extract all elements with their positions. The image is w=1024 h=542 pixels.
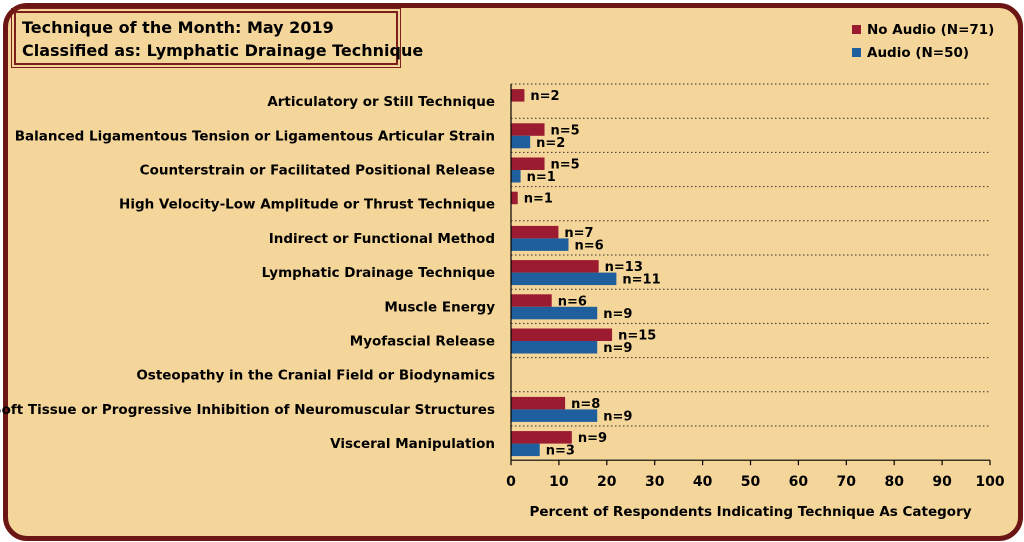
bar-no-audio bbox=[511, 89, 525, 102]
bar-audio bbox=[511, 341, 598, 354]
x-tick-label: 80 bbox=[884, 474, 904, 490]
category-label: High Velocity-Low Amplitude or Thrust Te… bbox=[119, 197, 495, 213]
bar-no-audio bbox=[511, 123, 545, 136]
x-tick-label: 10 bbox=[549, 474, 569, 490]
x-tick-label: 50 bbox=[741, 474, 761, 490]
data-label: n=9 bbox=[603, 307, 632, 322]
chart-title-line-2: Classified as: Lymphatic Drainage Techni… bbox=[22, 41, 424, 60]
data-label: n=2 bbox=[536, 136, 565, 151]
bar-audio bbox=[511, 170, 521, 183]
data-label: n=9 bbox=[603, 409, 632, 424]
data-label: n=6 bbox=[558, 294, 587, 309]
category-label: Articulatory or Still Technique bbox=[267, 94, 495, 110]
data-label: n=1 bbox=[524, 192, 553, 207]
data-label: n=8 bbox=[571, 397, 600, 412]
category-label: Lymphatic Drainage Technique bbox=[262, 265, 495, 281]
data-label: n=9 bbox=[603, 341, 632, 356]
data-label: n=1 bbox=[527, 170, 556, 185]
x-tick-label: 70 bbox=[837, 474, 857, 490]
category-label: Osteopathy in the Cranial Field or Biody… bbox=[136, 368, 495, 384]
bar-no-audio bbox=[511, 328, 613, 341]
bar-audio bbox=[511, 409, 598, 422]
legend-label: No Audio (N=71) bbox=[867, 22, 994, 38]
x-tick-label: 40 bbox=[693, 474, 713, 490]
bar-audio bbox=[511, 443, 540, 457]
bar-audio bbox=[511, 135, 531, 149]
category-label: Counterstrain or Facilitated Positional … bbox=[140, 163, 495, 179]
bar-audio bbox=[511, 238, 569, 251]
data-label: n=7 bbox=[564, 226, 593, 241]
bar-no-audio bbox=[511, 225, 559, 239]
category-label: Muscle Energy bbox=[384, 299, 495, 315]
bar-no-audio bbox=[511, 260, 599, 273]
category-label: Visceral Manipulation bbox=[330, 436, 495, 452]
data-label: n=2 bbox=[530, 89, 559, 104]
category-label: Balanced Ligamentous Tension or Ligament… bbox=[15, 128, 495, 144]
data-label: n=6 bbox=[574, 238, 603, 253]
bar-audio bbox=[511, 272, 617, 286]
chart-title-box: Technique of the Month: May 2019 Classif… bbox=[11, 8, 424, 68]
data-label: n=11 bbox=[622, 273, 660, 288]
bar-no-audio bbox=[511, 431, 572, 444]
x-tick-label: 30 bbox=[645, 474, 665, 490]
legend-swatch bbox=[852, 48, 861, 57]
category-label: Soft Tissue or Progressive Inhibition of… bbox=[0, 402, 495, 418]
data-label: n=5 bbox=[551, 123, 580, 138]
chart-title-line-1: Technique of the Month: May 2019 bbox=[22, 18, 334, 37]
category-label: Indirect or Functional Method bbox=[269, 231, 495, 247]
x-tick-label: 100 bbox=[975, 474, 1004, 490]
data-label: n=3 bbox=[546, 444, 575, 459]
category-label: Myofascial Release bbox=[350, 334, 495, 350]
bar-no-audio bbox=[511, 396, 566, 410]
x-tick-label: 0 bbox=[506, 474, 516, 490]
legend-label: Audio (N=50) bbox=[867, 45, 969, 61]
bar-no-audio bbox=[511, 157, 545, 170]
data-label: n=13 bbox=[605, 260, 643, 275]
bar-no-audio bbox=[511, 191, 518, 205]
x-tick-label: 20 bbox=[597, 474, 617, 490]
data-label: n=15 bbox=[618, 329, 656, 344]
x-tick-label: 60 bbox=[789, 474, 809, 490]
legend-swatch bbox=[852, 25, 861, 34]
data-label: n=5 bbox=[551, 158, 580, 173]
x-axis-label: Percent of Respondents Indicating Techni… bbox=[529, 504, 971, 520]
data-label: n=9 bbox=[578, 431, 607, 446]
bar-no-audio bbox=[511, 294, 552, 307]
x-tick-label: 90 bbox=[932, 474, 952, 490]
bar-audio bbox=[511, 306, 598, 320]
